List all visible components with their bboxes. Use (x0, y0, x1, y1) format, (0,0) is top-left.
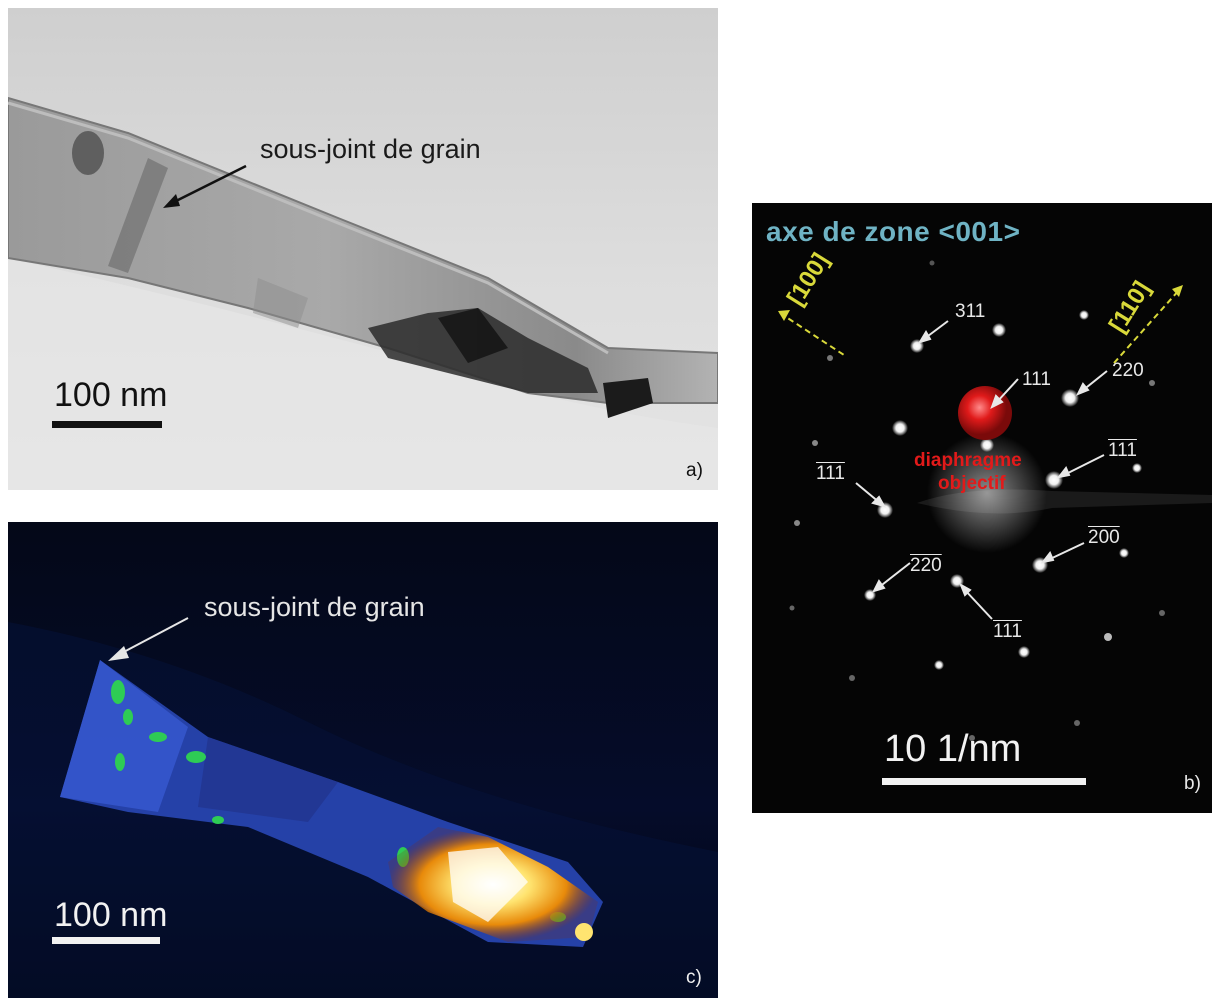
panel-tag: c) (686, 967, 702, 988)
index-bar1-bar1-bar1: 111 (993, 621, 1022, 642)
tem-brightfield-panel: sous-joint de grain 100 nm a) (8, 8, 718, 490)
diffraction-image (752, 203, 1212, 813)
scale-bar-label: 100 nm (54, 376, 168, 414)
panel-tag: a) (686, 460, 703, 481)
index-bar1-1-1: 111 (1108, 440, 1137, 461)
zone-axis-title: axe de zone <001> (766, 216, 1021, 247)
tem-image (8, 8, 718, 490)
sub-boundary-band (108, 158, 168, 273)
aperture-label-line1: diaphragme (914, 450, 1022, 471)
index-220: 220 (1112, 360, 1144, 381)
panel-tag: b) (1184, 773, 1201, 794)
index-bar2-0-0: 200 (1088, 527, 1120, 548)
scale-bar (882, 778, 1086, 785)
aperture-label-line2: objectif (938, 473, 1006, 494)
scale-bar-label: 100 nm (54, 896, 168, 934)
index-bar2-bar2-0: 220 (910, 555, 942, 576)
nanowire-ribbon (8, 96, 718, 404)
tem-darkfield-panel: sous-joint de grain 100 nm c) (8, 522, 718, 998)
index-311: 311 (955, 301, 986, 322)
annotation-label: sous-joint de grain (204, 592, 425, 622)
annotation-label: sous-joint de grain (260, 134, 481, 164)
diffraction-pattern-panel: axe de zone <001> [100] [110] 311 111 22… (752, 203, 1212, 813)
scale-bar-label: 10 1/nm (884, 728, 1022, 770)
scale-bar (52, 937, 160, 944)
index-111: 111 (1022, 369, 1051, 390)
index-1-bar1-bar1: 111 (816, 463, 845, 484)
scale-bar (52, 421, 162, 428)
darkfield-image (8, 522, 718, 998)
